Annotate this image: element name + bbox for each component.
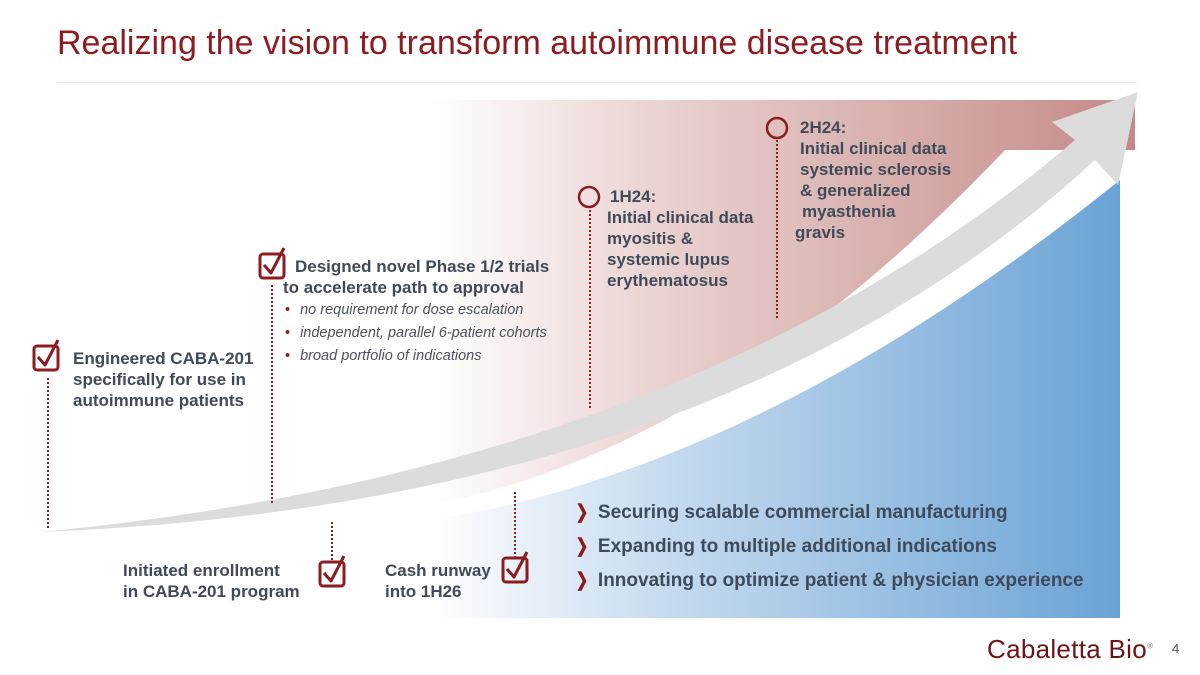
milestone-line: Designed novel Phase 1/2 trials	[295, 257, 550, 276]
priority-item: ❯ Expanding to multiple additional indica…	[574, 535, 997, 558]
milestone-line: myasthenia	[802, 202, 896, 221]
priority-text: Innovating to optimize patient & physici…	[597, 570, 1084, 591]
milestone-line: Engineered CABA-201	[73, 349, 254, 368]
priority-text: Securing scalable commercial manufacturi…	[597, 502, 1008, 523]
milestone-line: in CABA-201 program	[123, 582, 300, 601]
milestone-trials: Designed novel Phase 1/2 trials to accel…	[283, 256, 550, 298]
milestone-line: systemic sclerosis	[800, 160, 952, 179]
checkbox-checked-icon	[501, 551, 529, 584]
checkbox-checked-icon	[258, 247, 286, 280]
priority-item: ❯ Securing scalable commercial manufactur…	[574, 501, 1008, 524]
page-number: 4	[1172, 641, 1180, 656]
checkbox-checked-icon	[318, 555, 346, 588]
milestone-enrollment: Initiated enrollment in CABA-201 program	[123, 560, 300, 602]
milestone-line: Initial clinical data	[800, 139, 947, 158]
milestone-line: to accelerate path to approval	[283, 278, 524, 297]
milestone-line: Initiated enrollment	[123, 561, 280, 580]
blue-zone	[430, 180, 1120, 618]
bullet-item: no requirement for dose escalation	[285, 299, 547, 322]
milestone-line: into 1H26	[385, 582, 462, 601]
milestone-1h24: 1H24: Initial clinical data myositis & s…	[607, 186, 754, 291]
milestone-line: gravis	[795, 223, 846, 242]
milestone-line: specifically for use in	[73, 370, 246, 389]
milestone-cash-runway: Cash runway into 1H26	[385, 560, 491, 602]
chevron-right-icon: ❯	[575, 536, 589, 557]
chevron-right-icon: ❯	[575, 570, 589, 591]
priority-item: ❯ Innovating to optimize patient & physic…	[574, 569, 1084, 592]
red-zone	[430, 100, 1135, 505]
milestone-line: Cash runway	[385, 561, 491, 580]
milestone-line: autoimmune patients	[73, 391, 244, 410]
priority-text: Expanding to multiple additional indicat…	[597, 536, 997, 557]
milestone-line: 2H24:	[800, 118, 847, 137]
milestone-line: Initial clinical data	[607, 208, 754, 227]
milestone-line: myositis &	[607, 229, 693, 248]
checkbox-checked-icon	[32, 339, 60, 372]
circle-icon	[765, 116, 789, 140]
milestone-line: & generalized	[800, 181, 911, 200]
milestone-line: systemic lupus	[607, 250, 730, 269]
milestone-engineered: Engineered CABA-201 specifically for use…	[73, 348, 253, 411]
page-title: Realizing the vision to transform autoim…	[57, 24, 1018, 62]
milestone-line: 1H24:	[610, 187, 657, 206]
milestone-line: erythematosus	[607, 271, 728, 290]
company-logo: Cabaletta Bio®	[987, 634, 1154, 664]
bullet-item: broad portfolio of indications	[285, 345, 547, 368]
milestone-2h24: 2H24: Initial clinical data systemic scl…	[795, 117, 952, 243]
logo-text: Cabaletta Bio	[987, 634, 1148, 664]
trial-bullets: no requirement for dose escalation indep…	[285, 299, 547, 368]
chevron-right-icon: ❯	[575, 502, 589, 523]
divider	[57, 82, 1137, 83]
bullet-item: independent, parallel 6-patient cohorts	[285, 322, 547, 345]
circle-icon	[577, 185, 601, 209]
